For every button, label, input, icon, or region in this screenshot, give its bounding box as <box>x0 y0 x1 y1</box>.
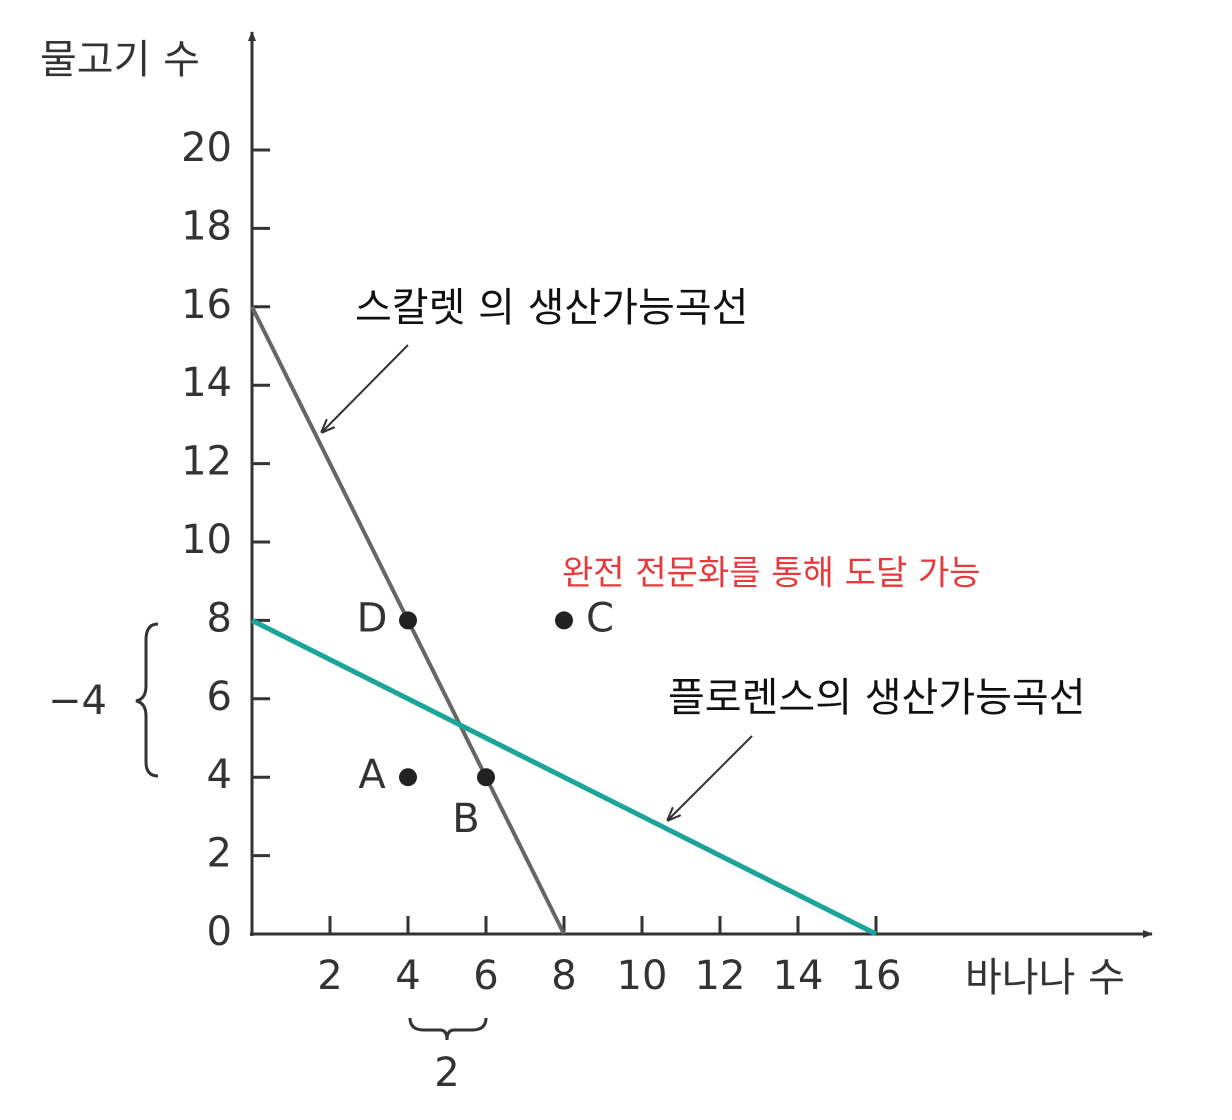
y-tick-label: 6 <box>207 674 232 720</box>
x-tick-label: 8 <box>551 953 576 999</box>
y-tick-label: 14 <box>181 360 232 406</box>
annotation: 완전 전문화를 통해 도달 가능 <box>562 554 981 594</box>
point-label: D <box>357 595 388 641</box>
series-label: 스칼렛 의 생산가능곡선 <box>355 285 748 331</box>
y-tick-label: 18 <box>181 203 232 249</box>
point <box>399 768 417 787</box>
brace <box>408 1017 488 1041</box>
x-tick-label: 12 <box>695 953 746 999</box>
x-tick-label: 2 <box>317 953 342 999</box>
y-tick-label: 20 <box>181 125 232 171</box>
brace-label: −4 <box>48 678 107 724</box>
y-tick-label: 4 <box>207 752 232 798</box>
point-label: C <box>586 595 614 641</box>
pointer-arrow <box>322 344 409 432</box>
series-label: 플로렌스의 생산가능곡선 <box>668 675 1086 721</box>
point <box>477 768 495 787</box>
y-tick-label: 8 <box>207 595 232 641</box>
x-tick-label: 4 <box>395 953 420 999</box>
point <box>399 611 417 630</box>
point-label: B <box>452 796 479 842</box>
brace-label: 2 <box>434 1050 459 1096</box>
x-tick-label: 14 <box>773 953 824 999</box>
y-tick-label: 10 <box>181 517 232 563</box>
y-tick-label: 0 <box>207 909 232 955</box>
y-tick-label: 16 <box>181 282 232 328</box>
x-tick-label: 6 <box>473 953 498 999</box>
point-label: A <box>358 752 386 798</box>
x-tick-label: 10 <box>617 953 668 999</box>
y-tick-label: 12 <box>181 439 232 485</box>
x-axis-label: 바나나 수 <box>965 955 1125 1001</box>
line <box>250 618 878 937</box>
y-tick-label: 2 <box>207 831 232 877</box>
brace <box>135 622 159 778</box>
pointer-arrow <box>668 735 753 820</box>
point <box>555 611 573 630</box>
x-tick-label: 16 <box>851 953 902 999</box>
y-axis-label: 물고기 수 <box>40 37 200 83</box>
